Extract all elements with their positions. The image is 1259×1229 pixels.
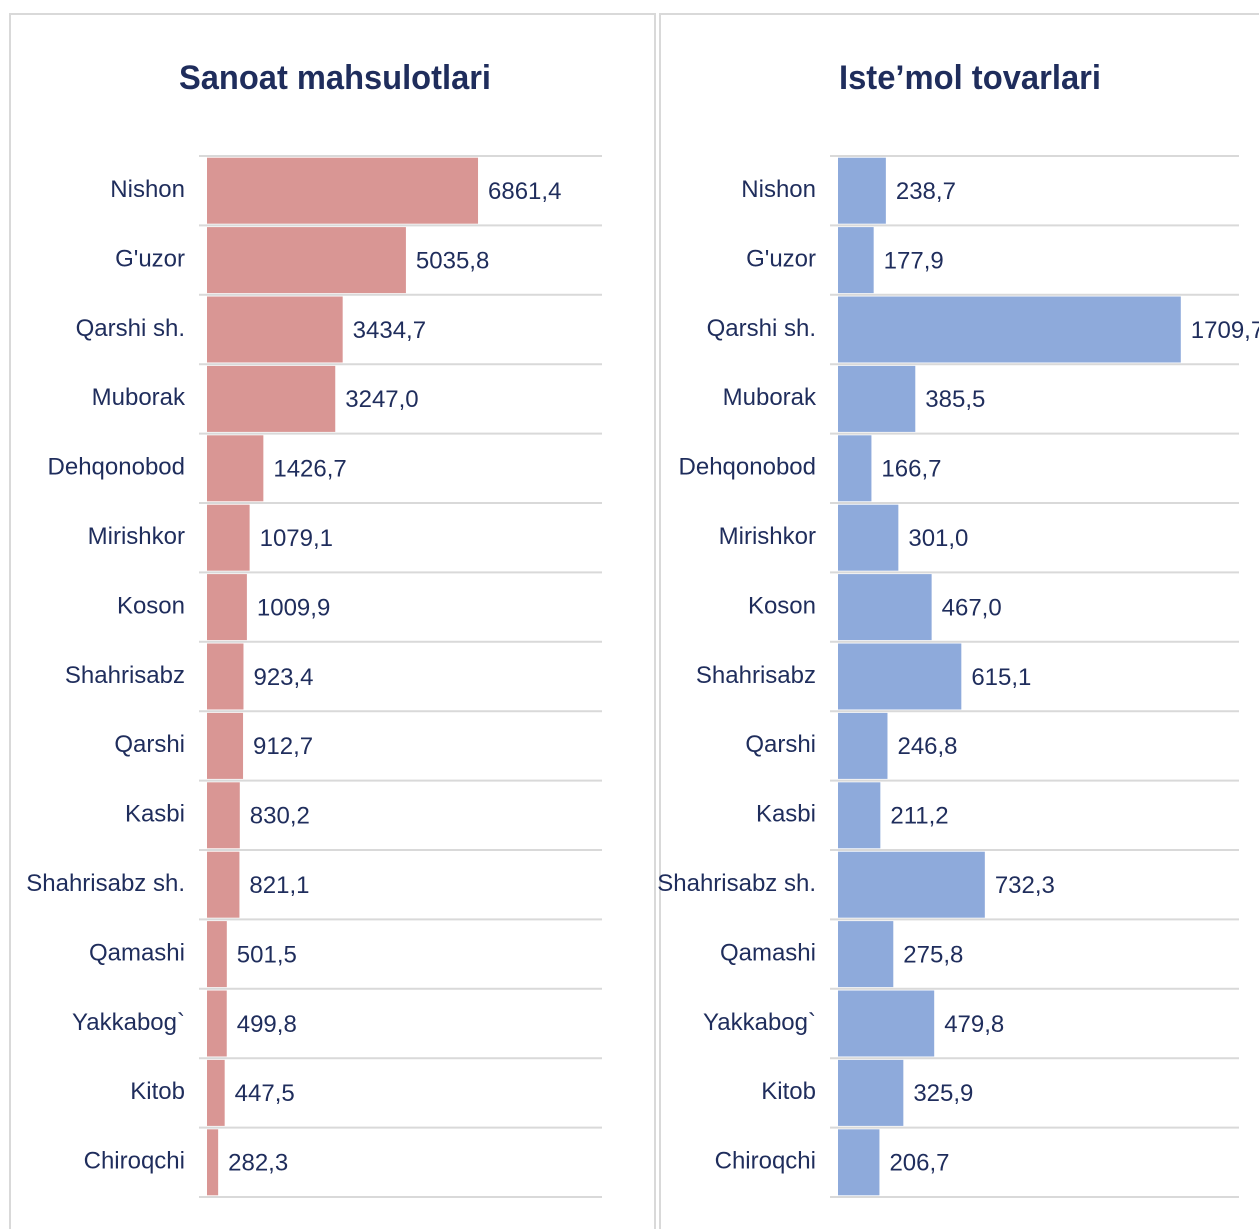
y-tick-label: Dehqonobod bbox=[679, 454, 816, 481]
bar bbox=[207, 435, 264, 502]
bar bbox=[207, 782, 240, 849]
value-label: 499,8 bbox=[237, 1011, 297, 1038]
value-label: 6861,4 bbox=[488, 178, 561, 205]
y-tick-label: G'uzor bbox=[746, 245, 816, 272]
value-label: 385,5 bbox=[925, 386, 985, 413]
chart-title: Iste’mol tovarlari bbox=[839, 59, 1101, 97]
panel bbox=[9, 13, 656, 1229]
value-label: 3434,7 bbox=[353, 317, 426, 344]
value-label: 282,3 bbox=[228, 1150, 288, 1177]
bar bbox=[207, 921, 227, 988]
value-label: 447,5 bbox=[235, 1080, 295, 1107]
bar bbox=[207, 365, 336, 432]
y-tick-label: Shahrisabz bbox=[696, 662, 816, 689]
bar bbox=[838, 921, 894, 988]
bar bbox=[207, 504, 250, 571]
bar bbox=[838, 296, 1181, 363]
bar bbox=[838, 643, 962, 710]
panel bbox=[659, 13, 1259, 1229]
value-label: 1426,7 bbox=[273, 456, 346, 483]
bar bbox=[838, 782, 881, 849]
bar bbox=[838, 712, 888, 779]
bar bbox=[207, 712, 244, 779]
y-tick-label: Qarshi bbox=[114, 731, 185, 758]
bar bbox=[207, 296, 343, 363]
y-tick-label: Yakkabog` bbox=[72, 1009, 185, 1036]
bar bbox=[207, 851, 240, 918]
value-label: 1009,9 bbox=[257, 594, 330, 621]
value-label: 912,7 bbox=[253, 733, 313, 760]
y-tick-label: Mirishkor bbox=[88, 523, 185, 550]
value-label: 479,8 bbox=[944, 1011, 1004, 1038]
y-tick-label: Nishon bbox=[741, 176, 816, 203]
bar bbox=[207, 990, 227, 1057]
y-tick-label: Shahrisabz sh. bbox=[26, 870, 185, 897]
y-tick-label: Qarshi bbox=[745, 731, 816, 758]
value-label: 1079,1 bbox=[260, 525, 333, 552]
chart-title: Sanoat mahsulotlari bbox=[179, 59, 491, 97]
value-label: 166,7 bbox=[881, 456, 941, 483]
y-tick-label: Qarshi sh. bbox=[707, 315, 816, 342]
bar bbox=[207, 574, 247, 641]
y-tick-label: Qamashi bbox=[89, 939, 185, 966]
y-tick-label: Muborak bbox=[723, 384, 817, 411]
bar bbox=[838, 990, 935, 1057]
y-tick-label: Shahrisabz bbox=[65, 662, 185, 689]
y-tick-label: Shahrisabz sh. bbox=[657, 870, 816, 897]
bar bbox=[838, 851, 985, 918]
y-tick-label: Kitob bbox=[130, 1078, 185, 1105]
y-tick-label: Qamashi bbox=[720, 939, 816, 966]
y-tick-label: Muborak bbox=[92, 384, 186, 411]
y-tick-label: Mirishkor bbox=[719, 523, 816, 550]
value-label: 5035,8 bbox=[416, 247, 489, 274]
value-label: 211,2 bbox=[890, 803, 948, 830]
value-label: 923,4 bbox=[253, 664, 313, 691]
value-label: 501,5 bbox=[237, 941, 297, 968]
value-label: 1709,7 bbox=[1191, 317, 1259, 344]
value-label: 325,9 bbox=[913, 1080, 973, 1107]
y-tick-label: Qarshi sh. bbox=[76, 315, 185, 342]
y-tick-label: Nishon bbox=[110, 176, 185, 203]
bar bbox=[207, 227, 406, 294]
value-label: 615,1 bbox=[971, 664, 1031, 691]
bar bbox=[838, 1059, 904, 1126]
value-label: 238,7 bbox=[896, 178, 956, 205]
y-tick-label: Dehqonobod bbox=[48, 454, 185, 481]
value-label: 275,8 bbox=[903, 941, 963, 968]
bar bbox=[838, 574, 932, 641]
y-tick-label: Chiroqchi bbox=[715, 1148, 816, 1175]
bar bbox=[207, 643, 244, 710]
value-label: 732,3 bbox=[995, 872, 1055, 899]
value-label: 821,1 bbox=[249, 872, 309, 899]
y-tick-label: Yakkabog` bbox=[703, 1009, 816, 1036]
bar bbox=[838, 157, 886, 224]
bar bbox=[207, 1129, 219, 1196]
y-tick-label: Koson bbox=[748, 592, 816, 619]
y-tick-label: Kasbi bbox=[125, 801, 185, 828]
bar bbox=[207, 157, 479, 224]
y-tick-label: Koson bbox=[117, 592, 185, 619]
value-label: 830,2 bbox=[250, 803, 310, 830]
value-label: 467,0 bbox=[942, 594, 1002, 621]
bar bbox=[207, 1059, 225, 1126]
y-tick-label: G'uzor bbox=[115, 245, 185, 272]
bar bbox=[838, 227, 874, 294]
bar bbox=[838, 435, 872, 502]
bar bbox=[838, 1129, 880, 1196]
value-label: 301,0 bbox=[908, 525, 968, 552]
y-tick-label: Kitob bbox=[761, 1078, 816, 1105]
y-tick-label: Chiroqchi bbox=[84, 1148, 185, 1175]
bar bbox=[838, 504, 899, 571]
y-tick-label: Kasbi bbox=[756, 801, 816, 828]
value-label: 246,8 bbox=[897, 733, 957, 760]
value-label: 206,7 bbox=[889, 1150, 949, 1177]
bar bbox=[838, 365, 916, 432]
value-label: 177,9 bbox=[884, 247, 944, 274]
value-label: 3247,0 bbox=[345, 386, 418, 413]
